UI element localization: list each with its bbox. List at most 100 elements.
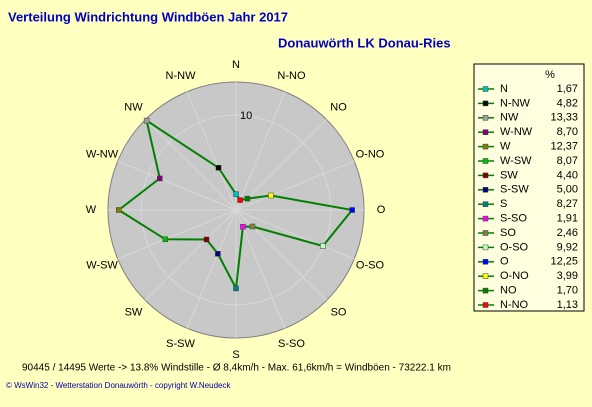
legend-marker bbox=[482, 187, 489, 193]
direction-label: NO bbox=[330, 101, 347, 113]
direction-label: O-SO bbox=[356, 259, 385, 271]
data-point bbox=[143, 117, 150, 124]
spoke bbox=[145, 119, 237, 211]
value-label: 3,99 bbox=[557, 270, 578, 282]
direction-label: W-SW bbox=[86, 259, 118, 271]
legend-label: O-NO bbox=[500, 270, 529, 282]
direction-label: O bbox=[377, 204, 386, 216]
direction-label: S-SO bbox=[278, 338, 305, 350]
legend-marker bbox=[482, 172, 489, 179]
legend-label: S-SW bbox=[500, 184, 529, 196]
direction-label: N-NO bbox=[277, 70, 306, 82]
direction-label: SW bbox=[125, 306, 143, 318]
spoke bbox=[235, 119, 327, 211]
legend-box bbox=[473, 63, 585, 312]
data-point bbox=[240, 223, 246, 230]
value-label: 5,00 bbox=[557, 184, 578, 196]
data-point bbox=[215, 251, 221, 257]
legend-marker bbox=[482, 158, 489, 164]
value-label: 8,27 bbox=[557, 198, 578, 210]
grid-ring bbox=[140, 114, 332, 306]
legend-label: SW bbox=[500, 169, 518, 181]
spoke bbox=[235, 209, 286, 329]
spoke bbox=[145, 209, 237, 301]
data-point bbox=[237, 197, 243, 203]
value-label: 13,33 bbox=[550, 112, 578, 124]
direction-label: O-NO bbox=[356, 148, 385, 160]
legend-marker bbox=[482, 115, 489, 121]
legend-label: W bbox=[500, 141, 511, 153]
legend-marker bbox=[482, 302, 489, 308]
legend-marker bbox=[482, 273, 489, 279]
data-point bbox=[249, 223, 256, 230]
legend-label: NO bbox=[500, 285, 517, 297]
spoke bbox=[117, 160, 237, 211]
legend-marker bbox=[482, 215, 489, 222]
legend-marker bbox=[482, 129, 489, 135]
direction-label: SO bbox=[331, 306, 347, 318]
legend-marker bbox=[482, 244, 489, 251]
spoke bbox=[235, 209, 355, 260]
value-label: 9,92 bbox=[557, 241, 578, 253]
footer: 90445 / 14495 Werte -> 13.8% Windstille … bbox=[22, 363, 451, 374]
data-point bbox=[215, 165, 222, 171]
legend-label: NW bbox=[500, 112, 519, 124]
legend-marker bbox=[482, 201, 489, 207]
chart-subtitle: Donauwörth LK Donau-Ries bbox=[278, 35, 451, 50]
legend-label: N-NW bbox=[500, 97, 531, 109]
data-point bbox=[157, 175, 163, 182]
legend-label: N bbox=[500, 83, 508, 95]
value-label: 2,46 bbox=[557, 227, 578, 239]
data-point bbox=[203, 236, 210, 243]
legend-marker bbox=[482, 86, 489, 92]
r-tick-label: 10 bbox=[240, 110, 252, 122]
direction-label: W bbox=[86, 204, 97, 216]
copyright: © WsWin32 - Wetterstation Donauwörth - c… bbox=[6, 381, 231, 390]
data-point bbox=[233, 285, 239, 292]
legend-label: O bbox=[500, 256, 509, 268]
data-point bbox=[162, 236, 169, 243]
legend-marker bbox=[482, 230, 489, 236]
direction-label: N bbox=[232, 59, 240, 71]
spoke bbox=[235, 91, 286, 211]
direction-label: S bbox=[232, 349, 239, 361]
legend-label: SO bbox=[500, 227, 516, 239]
legend-header: % bbox=[545, 69, 555, 81]
spoke bbox=[186, 209, 237, 329]
spoke bbox=[235, 160, 355, 211]
value-label: 1,67 bbox=[557, 83, 578, 95]
legend-label: N-NO bbox=[500, 299, 529, 311]
data-point bbox=[320, 243, 326, 249]
direction-label: N-NW bbox=[166, 70, 197, 82]
chart-title: Verteilung Windrichtung Windböen Jahr 20… bbox=[8, 9, 288, 24]
legend-marker bbox=[482, 259, 489, 265]
direction-label: W-NW bbox=[86, 148, 119, 160]
value-label: 12,37 bbox=[550, 141, 578, 153]
legend-marker bbox=[482, 143, 489, 150]
legend-label: W-NW bbox=[500, 126, 533, 138]
data-point bbox=[349, 207, 355, 213]
direction-label: S-SW bbox=[166, 338, 195, 350]
data-point bbox=[244, 195, 251, 202]
direction-label: NW bbox=[124, 101, 143, 113]
data-point bbox=[268, 192, 274, 199]
legend-label: W-SW bbox=[500, 155, 532, 167]
value-label: 8,07 bbox=[557, 155, 578, 167]
data-point bbox=[115, 207, 122, 213]
value-label: 1,13 bbox=[557, 299, 578, 311]
data-point bbox=[233, 191, 239, 197]
legend-label: S bbox=[500, 198, 507, 210]
spoke bbox=[186, 91, 237, 211]
value-label: 1,70 bbox=[557, 285, 578, 297]
value-label: 12,25 bbox=[550, 256, 578, 268]
legend-label: O-SO bbox=[500, 241, 529, 253]
value-label: 4,82 bbox=[557, 97, 578, 109]
value-label: 4,40 bbox=[557, 169, 578, 181]
value-label: 1,91 bbox=[557, 213, 578, 225]
legend-marker bbox=[482, 100, 489, 107]
legend-label: S-SO bbox=[500, 213, 527, 225]
spoke bbox=[117, 209, 237, 260]
legend-marker bbox=[482, 287, 489, 294]
